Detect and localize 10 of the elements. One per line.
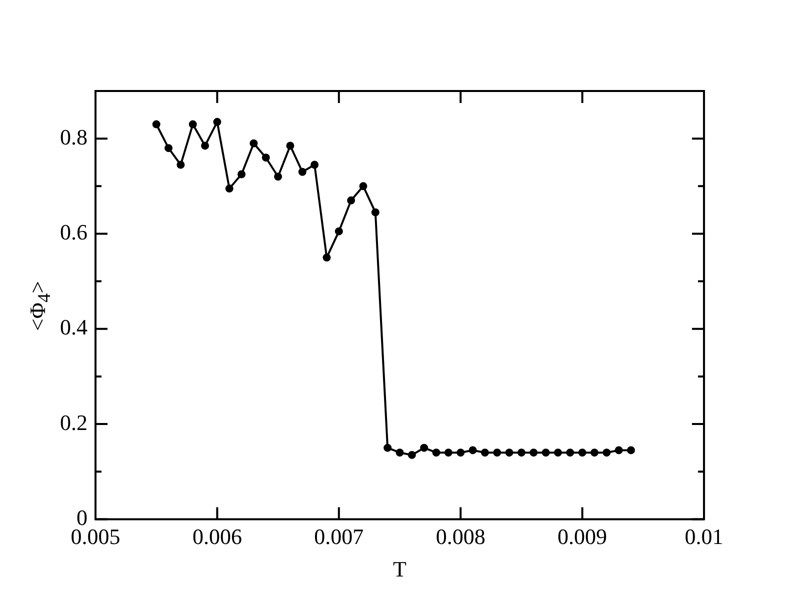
y-tick-label: 0.4 xyxy=(60,314,88,340)
y-tick-label: 0.2 xyxy=(60,410,88,435)
x-tick-label: 0.006 xyxy=(192,524,242,550)
x-tick-label: 0.009 xyxy=(558,524,608,550)
x-tick-label: 0.01 xyxy=(684,524,724,550)
y-tick-label: 0.6 xyxy=(60,220,88,245)
x-axis-title: T xyxy=(393,556,408,582)
x-tick-label: 0.007 xyxy=(314,524,364,550)
y-tick-label: 0.8 xyxy=(60,124,88,150)
x-tick-label: 0.008 xyxy=(436,524,486,550)
